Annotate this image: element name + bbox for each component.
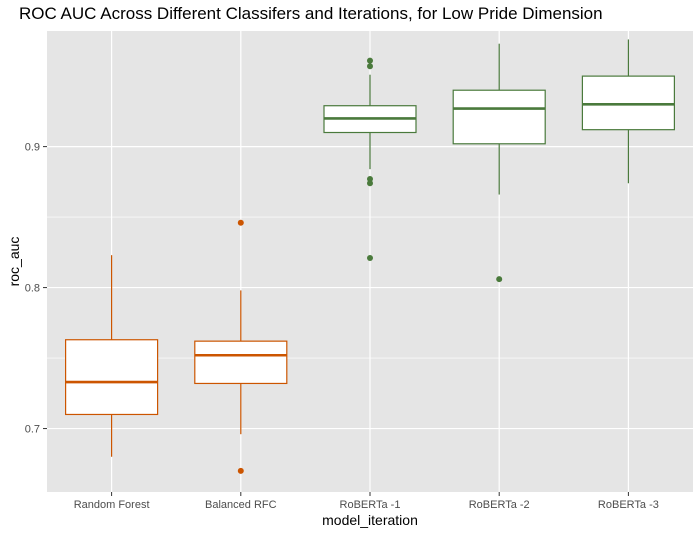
box-roberta-3	[581, 39, 676, 184]
x-axis-title: model_iteration	[322, 512, 418, 528]
axes: 0.7 0.8 0.9 Random Forest Balanced RFC RoBERT…	[25, 142, 659, 511]
y-axis-title: roc_auc	[6, 237, 22, 287]
outlier-point	[367, 63, 373, 70]
box-iqr	[452, 89, 546, 145]
outlier-point	[496, 276, 503, 283]
y-tick-label: 0.9	[25, 142, 40, 154]
outlier-point	[367, 254, 373, 261]
outlier-point	[367, 57, 373, 64]
boxes	[64, 39, 676, 474]
x-tick-label: Random Forest	[74, 499, 150, 511]
box-balanced-rfc	[194, 219, 288, 474]
chart-title: ROC AUC Across Different Classifers and …	[19, 4, 603, 23]
outlier-point	[237, 219, 244, 226]
y-tick-label: 0.7	[25, 424, 40, 436]
x-tick-label: RoBERTa -2	[469, 499, 530, 511]
box-iqr	[64, 339, 159, 416]
x-tick-label: RoBERTa -3	[598, 499, 659, 511]
box-iqr	[194, 340, 288, 385]
box-iqr	[581, 75, 676, 131]
y-tick-label: 0.8	[25, 283, 40, 295]
outlier-point	[237, 467, 244, 474]
box-roberta-2	[452, 43, 546, 283]
box-random-forest	[64, 255, 159, 457]
outlier-point	[367, 176, 373, 183]
x-tick-label: RoBERTa -1	[340, 499, 401, 511]
x-tick-label: Balanced RFC	[205, 499, 277, 511]
box-roberta-1	[323, 57, 417, 261]
outlier-point	[367, 180, 373, 187]
